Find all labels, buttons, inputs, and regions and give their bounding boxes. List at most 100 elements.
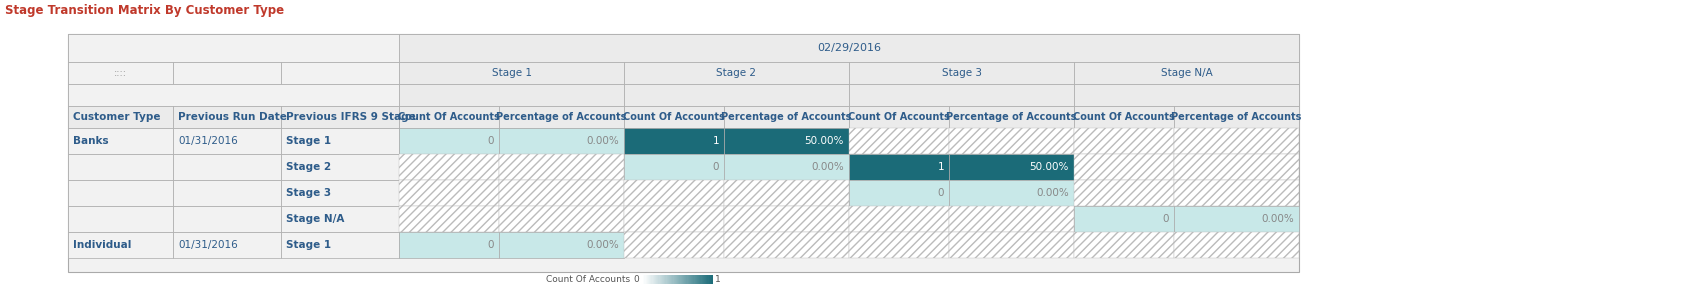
Bar <box>68 180 173 206</box>
Bar <box>949 106 1074 128</box>
Bar <box>499 180 624 206</box>
Bar <box>949 232 1074 258</box>
Text: 0: 0 <box>1162 214 1169 224</box>
Bar <box>848 128 949 154</box>
Bar <box>848 180 949 206</box>
Bar <box>1174 180 1298 206</box>
Bar <box>848 154 949 180</box>
Text: 0.00%: 0.00% <box>585 240 619 250</box>
Text: Stage 3: Stage 3 <box>287 188 331 198</box>
Text: Stage 2: Stage 2 <box>716 68 757 78</box>
Bar <box>282 62 399 84</box>
Text: Stage 2: Stage 2 <box>287 162 331 172</box>
Bar <box>173 154 282 180</box>
Bar <box>624 84 848 106</box>
Text: ::::: :::: <box>114 68 127 78</box>
Bar <box>68 34 1298 272</box>
Bar <box>399 106 499 128</box>
Bar <box>848 62 1074 84</box>
Bar <box>68 206 173 232</box>
Text: Count Of Accounts: Count Of Accounts <box>546 276 630 284</box>
Bar <box>949 180 1074 206</box>
Text: 50.00%: 50.00% <box>1030 162 1069 172</box>
Bar <box>949 128 1074 154</box>
Bar <box>399 84 624 106</box>
Bar <box>68 128 173 154</box>
Bar <box>1074 232 1174 258</box>
Bar <box>173 232 282 258</box>
Bar <box>399 154 499 180</box>
Bar <box>624 180 725 206</box>
Text: 0.00%: 0.00% <box>1037 188 1069 198</box>
Bar <box>1174 128 1298 154</box>
Bar <box>399 62 624 84</box>
Text: Count Of Accounts: Count Of Accounts <box>399 112 501 122</box>
Bar <box>499 154 624 180</box>
Text: 0: 0 <box>487 136 494 146</box>
Bar <box>1074 180 1174 206</box>
Text: Percentage of Accounts: Percentage of Accounts <box>721 112 852 122</box>
Text: 0: 0 <box>937 188 944 198</box>
Bar <box>68 34 399 62</box>
Bar <box>1174 106 1298 128</box>
Text: 0.00%: 0.00% <box>1261 214 1295 224</box>
Text: Count Of Accounts: Count Of Accounts <box>848 112 950 122</box>
Text: Stage 3: Stage 3 <box>942 68 981 78</box>
Text: Stage 1: Stage 1 <box>287 240 331 250</box>
Text: 0: 0 <box>487 240 494 250</box>
Bar <box>399 206 499 232</box>
Bar <box>725 180 848 206</box>
Bar <box>624 154 725 180</box>
Text: Banks: Banks <box>73 136 109 146</box>
Bar <box>624 62 848 84</box>
Text: 01/31/2016: 01/31/2016 <box>178 240 238 250</box>
Bar <box>399 232 499 258</box>
Bar <box>949 154 1074 180</box>
Bar <box>173 128 282 154</box>
Bar <box>1074 128 1174 154</box>
Text: Percentage of Accounts: Percentage of Accounts <box>496 112 626 122</box>
Text: Previous IFRS 9 Stage: Previous IFRS 9 Stage <box>287 112 416 122</box>
Text: 1: 1 <box>937 162 944 172</box>
Text: Customer Type: Customer Type <box>73 112 161 122</box>
Bar <box>624 232 725 258</box>
Bar <box>399 128 499 154</box>
Bar <box>68 84 399 106</box>
Bar <box>399 180 499 206</box>
Bar <box>1074 206 1174 232</box>
Bar <box>848 206 949 232</box>
Bar <box>173 180 282 206</box>
Bar <box>282 154 399 180</box>
Bar <box>949 206 1074 232</box>
Bar <box>725 154 848 180</box>
Bar <box>725 232 848 258</box>
Bar <box>1174 232 1298 258</box>
Bar <box>725 128 848 154</box>
Bar <box>1174 206 1298 232</box>
Text: 0: 0 <box>633 276 638 284</box>
Text: Stage N/A: Stage N/A <box>1161 68 1212 78</box>
Bar <box>499 206 624 232</box>
Text: Count Of Accounts: Count Of Accounts <box>623 112 725 122</box>
Text: Previous Run Date: Previous Run Date <box>178 112 287 122</box>
Bar <box>1174 154 1298 180</box>
Bar <box>725 206 848 232</box>
Bar <box>399 34 1298 62</box>
Text: Stage Transition Matrix By Customer Type: Stage Transition Matrix By Customer Type <box>5 4 283 17</box>
Text: Individual: Individual <box>73 240 131 250</box>
Text: Percentage of Accounts: Percentage of Accounts <box>947 112 1076 122</box>
Bar <box>624 106 725 128</box>
Bar <box>1074 62 1298 84</box>
Bar <box>282 180 399 206</box>
Bar <box>499 106 624 128</box>
Bar <box>499 128 624 154</box>
Text: 0.00%: 0.00% <box>811 162 843 172</box>
Bar <box>1074 154 1174 180</box>
Bar <box>68 232 173 258</box>
Bar <box>282 128 399 154</box>
Bar <box>68 154 173 180</box>
Text: Count Of Accounts: Count Of Accounts <box>1073 112 1174 122</box>
Bar <box>848 106 949 128</box>
Text: 0: 0 <box>713 162 720 172</box>
Bar <box>848 232 949 258</box>
